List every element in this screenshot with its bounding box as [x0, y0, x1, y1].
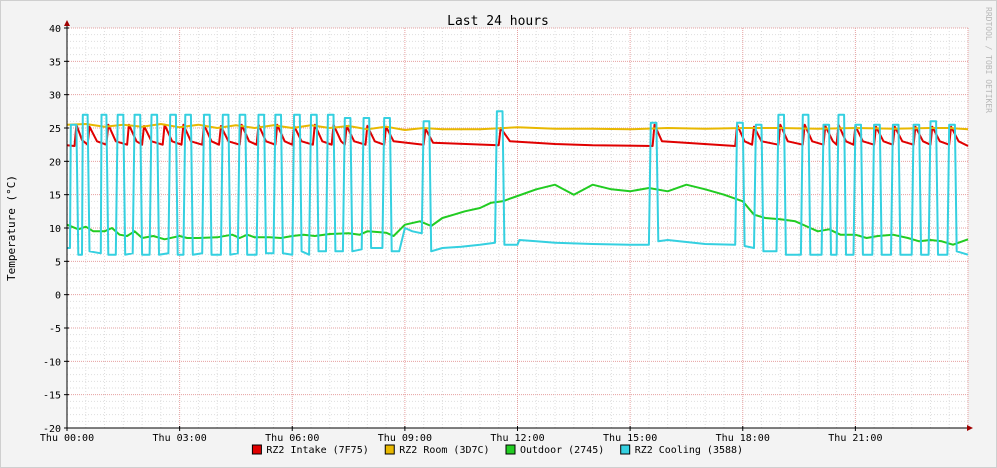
legend-label: Outdoor (2745) — [520, 445, 604, 456]
y-tick-label: -5 — [49, 324, 61, 335]
x-tick-label: Thu 06:00 — [265, 433, 319, 444]
x-tick-label: Thu 00:00 — [40, 433, 94, 444]
series-layer — [66, 110, 969, 256]
legend-swatch — [384, 444, 395, 455]
legend: RZ2 Intake (7F75) RZ2 Room (3D7C) Outdoor … — [251, 444, 743, 456]
y-tick-labels: 40 35 30 25 20 15 10 5 0 -5 -10 -15 -20 — [43, 24, 69, 435]
y-tick-label: 5 — [55, 257, 61, 268]
x-axis-arrow-icon — [967, 425, 973, 431]
axes — [64, 20, 973, 431]
y-tick-label: 0 — [55, 291, 61, 302]
watermark: RRDTOOL / TOBI OETIKER — [984, 7, 993, 113]
x-tick-labels: Thu 00:00 Thu 03:00 Thu 06:00 Thu 09:00 Thu … — [40, 426, 882, 444]
y-tick-label: 30 — [49, 91, 61, 102]
y-tick-label: 35 — [49, 57, 61, 68]
series-line-3 — [67, 110, 969, 256]
legend-label: RZ2 Intake (7F75) — [266, 445, 368, 456]
x-tick-label: Thu 12:00 — [490, 433, 544, 444]
x-tick-label: Thu 09:00 — [378, 433, 432, 444]
legend-swatch — [251, 444, 262, 455]
chart-title: Last 24 hours — [447, 14, 549, 29]
legend-swatch — [620, 444, 631, 455]
y-axis-label: Temperature (°C) — [5, 175, 18, 281]
grid — [66, 27, 969, 429]
y-axis-arrow-icon — [64, 20, 70, 26]
legend-label: RZ2 Room (3D7C) — [399, 445, 489, 456]
x-tick-label: Thu 15:00 — [603, 433, 657, 444]
x-tick-label: Thu 21:00 — [828, 433, 882, 444]
y-tick-label: 40 — [49, 24, 61, 35]
y-tick-label: 25 — [49, 124, 61, 135]
x-tick-label: Thu 18:00 — [716, 433, 770, 444]
legend-swatch — [505, 444, 516, 455]
y-tick-label: 20 — [49, 157, 61, 168]
y-tick-label: 15 — [49, 191, 61, 202]
legend-label: RZ2 Cooling (3588) — [635, 445, 743, 456]
y-tick-label: -20 — [43, 424, 61, 435]
y-tick-label: -15 — [43, 391, 61, 402]
x-tick-label: Thu 03:00 — [153, 433, 207, 444]
y-tick-label: -10 — [43, 357, 61, 368]
y-tick-label: 10 — [49, 224, 61, 235]
